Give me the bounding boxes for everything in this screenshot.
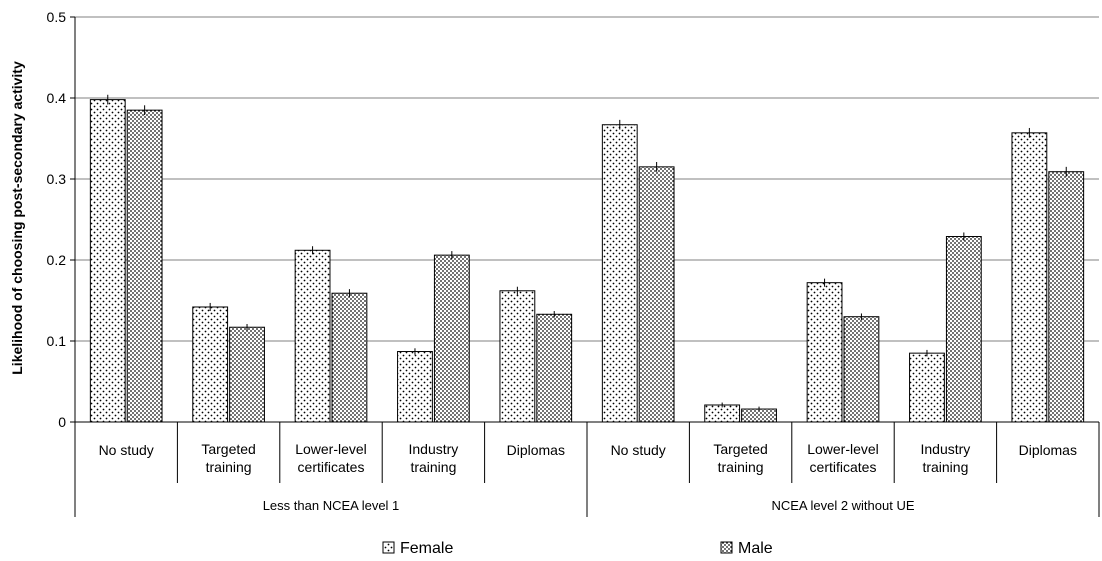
- legend-swatch-male: [720, 541, 733, 554]
- category-label: Lower-level: [807, 441, 879, 457]
- category-label: Targeted: [201, 441, 255, 457]
- y-tick-label: 0.3: [47, 171, 67, 187]
- legend-swatch-female: [382, 541, 395, 554]
- category-label: training: [922, 459, 968, 475]
- axes: [74, 17, 1099, 423]
- bar-male: [1048, 171, 1085, 423]
- gridlines: [75, 16, 1099, 342]
- bar-male: [331, 292, 368, 423]
- category-label: No study: [99, 442, 154, 458]
- y-tick-label: 0.2: [47, 252, 67, 268]
- category-label: Industry: [408, 441, 458, 457]
- bar-male: [433, 254, 470, 423]
- bar-female: [499, 290, 536, 423]
- legend: Female Male: [382, 540, 773, 557]
- category-label: Diplomas: [507, 442, 565, 458]
- category-label: Industry: [920, 441, 970, 457]
- category-label: Lower-level: [295, 441, 367, 457]
- bar-male: [126, 109, 163, 423]
- y-axis-label: Likelihood of choosing post-secondary ac…: [9, 61, 25, 375]
- category-label: Diplomas: [1019, 442, 1077, 458]
- bar-female: [704, 404, 741, 423]
- bar-male: [229, 326, 265, 423]
- category-label: certificates: [298, 459, 365, 475]
- bar-female: [601, 124, 638, 423]
- bar-female: [909, 352, 945, 423]
- bar-female: [192, 306, 229, 423]
- bar-male: [843, 316, 880, 423]
- category-label: certificates: [810, 459, 877, 475]
- y-tick-label: 0: [58, 414, 66, 430]
- legend-label-male: Male: [738, 540, 773, 557]
- category-label: No study: [611, 442, 666, 458]
- group-label: Less than NCEA level 1: [263, 498, 400, 513]
- bar-male: [638, 166, 675, 423]
- bar-female: [294, 249, 331, 423]
- category-axis: No study Targeted training Lower-level certi…: [74, 422, 1100, 517]
- bar-female: [89, 99, 126, 423]
- y-tick-label: 0.5: [47, 9, 67, 25]
- y-tick-label: 0.4: [47, 90, 67, 106]
- bar-female: [1011, 132, 1048, 423]
- category-label: training: [410, 459, 456, 475]
- bar-male: [536, 313, 573, 423]
- y-axis-ticks: 0 0.1 0.2 0.3 0.4 0.5: [47, 9, 75, 430]
- bars: [89, 94, 1085, 423]
- legend-label-female: Female: [400, 540, 453, 557]
- bar-male: [945, 236, 982, 423]
- category-label: training: [206, 459, 252, 475]
- group-label: NCEA level 2 without UE: [771, 498, 914, 513]
- bar-female: [806, 282, 843, 423]
- category-label: training: [718, 459, 764, 475]
- category-label: Targeted: [713, 441, 767, 457]
- y-tick-label: 0.1: [47, 333, 67, 349]
- bar-female: [397, 351, 433, 423]
